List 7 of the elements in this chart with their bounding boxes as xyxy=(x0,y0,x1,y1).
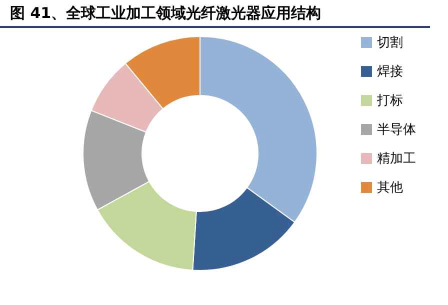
chart-title: 图 41、全球工业加工领域光纤激光器应用结构 xyxy=(0,0,430,28)
legend-label: 半导体 xyxy=(377,122,416,138)
legend-label: 打标 xyxy=(376,94,403,108)
legend-label: 焊接 xyxy=(377,64,403,80)
legend-label: 切割 xyxy=(377,36,403,50)
legend-label: 其他 xyxy=(377,180,403,196)
legend-label: 精加工 xyxy=(377,152,416,166)
